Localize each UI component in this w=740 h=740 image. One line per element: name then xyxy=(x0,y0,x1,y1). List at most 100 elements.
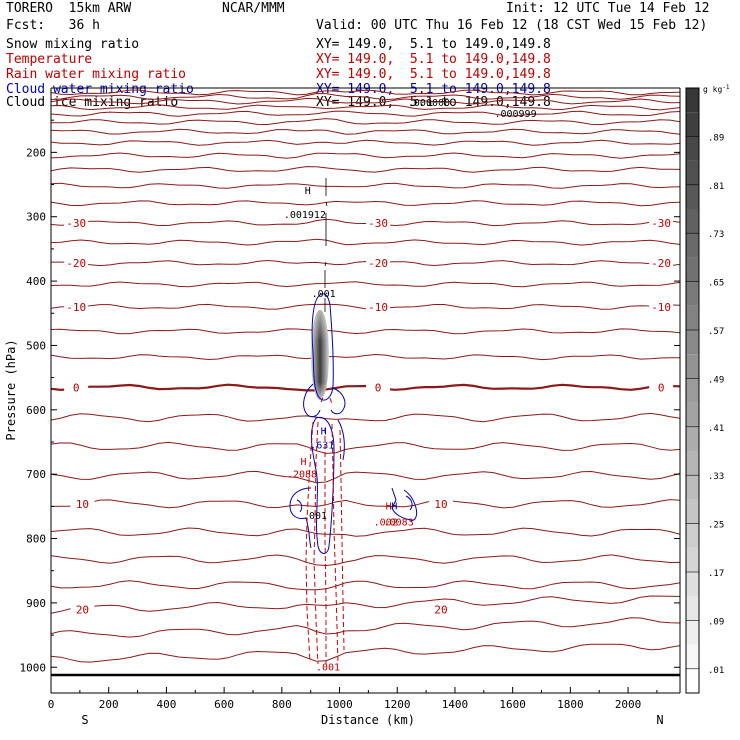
temperature-contour xyxy=(51,353,680,361)
temperature-contour-label: 20 xyxy=(76,603,89,616)
colorbar-segment xyxy=(686,330,699,355)
temperature-contour-label: -20 xyxy=(651,257,671,270)
field-annotation: .001 xyxy=(316,662,340,673)
colorbar-segment xyxy=(686,523,699,548)
temperature-contour xyxy=(51,128,680,135)
y-tick-label: 1000 xyxy=(20,661,47,674)
forecast-hour: Fcst: 36 h xyxy=(6,18,100,33)
temperature-contour-label: -10 xyxy=(651,301,671,314)
temperature-contour xyxy=(51,166,680,173)
model-title: TORERO 15km ARW xyxy=(6,1,132,16)
field-label-rain: Rain water mixing ratio xyxy=(6,67,187,82)
temperature-contour xyxy=(51,89,680,96)
temperature-contour-label: -30 xyxy=(368,217,388,230)
temperature-contour xyxy=(51,110,680,117)
contour-label-bg xyxy=(428,497,453,510)
field-annotation: .001 xyxy=(303,511,327,522)
temperature-contour-label: 0 xyxy=(73,381,80,394)
colorbar-label: .57 xyxy=(708,327,724,337)
colorbar-label: .65 xyxy=(708,279,724,289)
temperature-contour-label: 10 xyxy=(434,498,447,511)
temperature-contour xyxy=(51,412,680,423)
contour-label-bg xyxy=(64,257,89,270)
field-annotation: .631 xyxy=(310,440,334,451)
y-tick-label: 900 xyxy=(26,597,46,610)
contour-label-bg xyxy=(70,603,95,616)
colorbar-segment xyxy=(686,88,699,113)
temperature-contour-label: -10 xyxy=(66,301,86,314)
colorbar: .01 .09 .17 .25 .33 .41 .49 .57 .65 .73 .81 .89 xyxy=(685,87,724,694)
y-tick-label: 800 xyxy=(26,533,46,546)
colorbar-label: .73 xyxy=(708,230,724,240)
field-xy-rain: XY= 149.0, 5.1 to 149.0,149.8 xyxy=(316,67,551,82)
colorbar-segment xyxy=(686,572,699,597)
colorbar-segment xyxy=(686,305,699,330)
valid-time: Valid: 00 UTC Thu 16 Feb 12 (18 CST Wed … xyxy=(316,18,708,33)
temperature-contour-label: -30 xyxy=(651,217,671,230)
field-annotation: .000000 xyxy=(408,98,450,109)
y-axis-title: Pressure (hPa) xyxy=(4,339,18,440)
temperature-contour-label: 0 xyxy=(658,381,665,394)
colorbar-label: .17 xyxy=(708,569,724,579)
colorbar-segment xyxy=(686,160,699,185)
temperature-contour xyxy=(51,580,680,591)
temperature-contour xyxy=(51,238,680,246)
colorbar-segment xyxy=(686,184,699,209)
temperature-contour xyxy=(51,281,680,288)
snow-shading xyxy=(311,310,329,400)
temperature-contour-label: -20 xyxy=(368,257,388,270)
colorbar-label: .49 xyxy=(708,375,724,385)
colorbar-segment xyxy=(686,378,699,403)
x-tick-label: 1400 xyxy=(442,698,469,711)
temperature-contour xyxy=(51,441,680,454)
temperature-contour xyxy=(51,200,680,207)
field-annotation: H xyxy=(300,457,306,468)
colorbar-segment xyxy=(686,475,699,500)
y-tick-label: 200 xyxy=(26,146,46,159)
cloud-ice-contours xyxy=(324,178,328,312)
colorbar-label: .81 xyxy=(708,182,724,192)
contour-label-bg xyxy=(366,217,391,230)
field-annotation: H xyxy=(305,186,311,197)
temperature-contour xyxy=(51,218,680,227)
contour-label-bg xyxy=(64,381,89,394)
cloud-water-contours xyxy=(289,293,418,554)
field-annotation: .2088 xyxy=(287,469,317,480)
temperature-contour-label: -20 xyxy=(66,257,86,270)
colorbar-unit: g kg-1 xyxy=(703,84,730,94)
plot-frame xyxy=(50,87,681,694)
colorbar-label: .25 xyxy=(708,521,724,531)
temperature-contour xyxy=(51,104,680,111)
contour-label-bg xyxy=(649,217,674,230)
temperature-contour-label: 10 xyxy=(76,498,89,511)
field-annotation: .001912 xyxy=(284,210,326,221)
colorbar-segment xyxy=(686,136,699,161)
x-tick-label: 1800 xyxy=(557,698,584,711)
temperature-contour xyxy=(51,152,680,159)
colorbar-segment xyxy=(686,451,699,476)
x-tick-label: 0 xyxy=(48,698,55,711)
temperature-contour xyxy=(51,182,680,189)
x-end-label-north: N xyxy=(656,713,663,727)
temperature-contour xyxy=(51,470,680,484)
init-time: Init: 12 UTC Tue 14 Feb 12 xyxy=(506,1,710,16)
field-annotation: .000999 xyxy=(494,109,536,120)
field-annotation: H xyxy=(386,502,392,513)
temperature-contour xyxy=(51,97,680,105)
colorbar-segment xyxy=(686,233,699,258)
colorbar-segment xyxy=(686,547,699,572)
colorbar-segment xyxy=(686,209,699,234)
field-annotation: .0083 xyxy=(384,518,414,529)
y-tick-label: 300 xyxy=(26,211,46,224)
field-annotation: .001 xyxy=(312,289,336,300)
y-tick-label: 600 xyxy=(26,404,46,417)
temperature-contour xyxy=(51,303,680,310)
temperature-contour xyxy=(51,139,680,146)
temperature-contour xyxy=(51,328,680,335)
colorbar-segment xyxy=(686,281,699,306)
colorbar-segment xyxy=(686,354,699,379)
contour-label-bg xyxy=(64,300,89,313)
field-label-temperature: Temperature xyxy=(6,52,93,67)
contour-label-bg xyxy=(366,257,391,270)
